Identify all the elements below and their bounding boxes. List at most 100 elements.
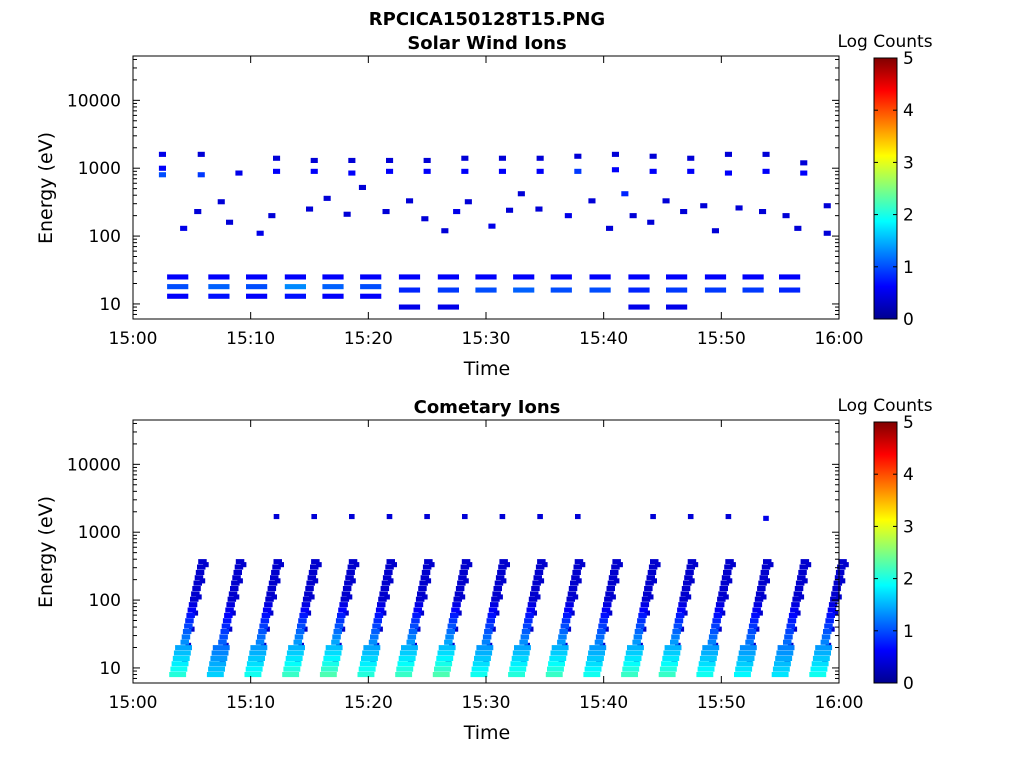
heatmap-cell — [306, 206, 314, 212]
heatmap-cell — [282, 672, 300, 678]
heatmap-cell — [298, 618, 307, 624]
heatmap-cell — [798, 569, 807, 575]
heatmap-cell — [256, 230, 264, 236]
heatmap-cell — [493, 610, 500, 616]
heatmap-cell — [385, 564, 394, 570]
cometary-cells — [169, 514, 849, 678]
heatmap-cell — [417, 591, 426, 597]
heatmap-cell — [837, 564, 846, 570]
heatmap-cell — [463, 578, 469, 584]
heatmap-cell — [381, 580, 391, 586]
heatmap-cell — [475, 274, 497, 280]
heatmap-cell — [640, 602, 650, 608]
heatmap-cell — [335, 618, 345, 624]
heatmap-cell — [568, 586, 578, 592]
heatmap-cell — [305, 610, 312, 616]
heatmap-cell — [530, 591, 539, 597]
heatmap-cell — [305, 586, 314, 592]
heatmap-cell — [421, 569, 431, 575]
heatmap-cell — [719, 586, 728, 592]
heatmap-cell — [795, 580, 805, 586]
y-tick-label: 10 — [99, 659, 121, 679]
heatmap-cell — [629, 213, 637, 219]
heatmap-cell — [194, 575, 204, 581]
colorbar-tick-label: 2 — [903, 570, 914, 590]
heatmap-cell — [713, 612, 723, 618]
heatmap-cell — [783, 639, 792, 645]
heatmap-cell — [270, 575, 279, 581]
heatmap-cell — [220, 629, 229, 635]
heatmap-cell — [724, 170, 732, 176]
heatmap-cell — [452, 602, 461, 608]
heatmap-cell — [231, 580, 240, 586]
heatmap-cell — [278, 562, 284, 568]
x-tick-label: 15:10 — [226, 693, 275, 713]
heatmap-cell — [284, 293, 306, 299]
heatmap-cell — [372, 623, 381, 629]
heatmap-cell — [193, 580, 202, 586]
heatmap-cell — [512, 650, 530, 656]
heatmap-cell — [824, 623, 833, 629]
heatmap-cell — [470, 672, 488, 678]
heatmap-cell — [777, 645, 795, 651]
heatmap-cell — [297, 623, 306, 629]
heatmap-cell — [617, 562, 623, 568]
heatmap-cell — [757, 610, 763, 616]
heatmap-cell — [829, 626, 835, 632]
heatmap-cell — [791, 626, 798, 632]
y-tick-label: 10000 — [67, 455, 121, 475]
heatmap-cell — [323, 655, 341, 661]
heatmap-cell — [633, 634, 643, 640]
heatmap-cell — [745, 639, 754, 645]
heatmap-cell — [447, 623, 457, 629]
heatmap-cell — [206, 672, 224, 678]
heatmap-cell — [666, 274, 688, 280]
heatmap-cell — [763, 559, 772, 565]
heatmap-cell — [167, 284, 189, 290]
heatmap-cell — [737, 655, 755, 661]
heatmap-cell — [791, 602, 800, 608]
heatmap-cell — [268, 580, 278, 586]
heatmap-cell — [284, 284, 306, 290]
heatmap-cell — [805, 562, 812, 568]
heatmap-cell — [175, 645, 192, 651]
heatmap-cell — [639, 607, 648, 613]
heatmap-cell — [208, 284, 230, 290]
heatmap-cell — [750, 618, 759, 624]
heatmap-cell — [414, 626, 421, 632]
heatmap-cell — [471, 666, 489, 672]
x-axis-label: Time — [463, 358, 511, 380]
heatmap-cell — [461, 559, 471, 565]
heatmap-cell — [548, 661, 565, 667]
heatmap-cell — [785, 629, 794, 635]
heatmap-cell — [350, 578, 356, 584]
colorbar-gradient — [873, 57, 898, 320]
heatmap-cell — [588, 198, 596, 204]
y-tick-label: 100 — [89, 591, 121, 611]
heatmap-cell — [487, 612, 497, 618]
heatmap-cell — [683, 580, 692, 586]
heatmap-cell — [412, 612, 421, 618]
heatmap-cell — [612, 559, 621, 565]
heatmap-cell — [494, 580, 504, 586]
heatmap-cell — [565, 602, 574, 608]
heatmap-cell — [537, 514, 543, 520]
heatmap-cell — [273, 559, 282, 565]
heatmap-cell — [815, 645, 833, 651]
heatmap-cell — [285, 655, 303, 661]
x-tick-label: 15:40 — [579, 329, 628, 349]
heatmap-cell — [386, 514, 393, 520]
heatmap-cell — [687, 155, 695, 161]
heatmap-cell — [345, 575, 354, 581]
heatmap-cell — [288, 645, 305, 651]
heatmap-cell — [628, 274, 650, 280]
heatmap-cell — [490, 602, 499, 608]
heatmap-cell — [424, 559, 433, 565]
heatmap-cell — [266, 591, 275, 597]
heatmap-cell — [711, 623, 720, 629]
heatmap-cell — [170, 666, 188, 672]
heatmap-cell — [180, 225, 188, 231]
heatmap-cell — [560, 623, 570, 629]
heatmap-cell — [647, 594, 654, 600]
